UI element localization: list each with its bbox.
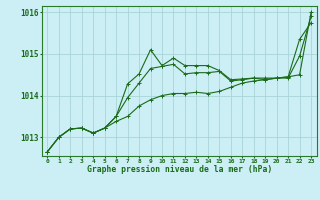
X-axis label: Graphe pression niveau de la mer (hPa): Graphe pression niveau de la mer (hPa) [87,165,272,174]
